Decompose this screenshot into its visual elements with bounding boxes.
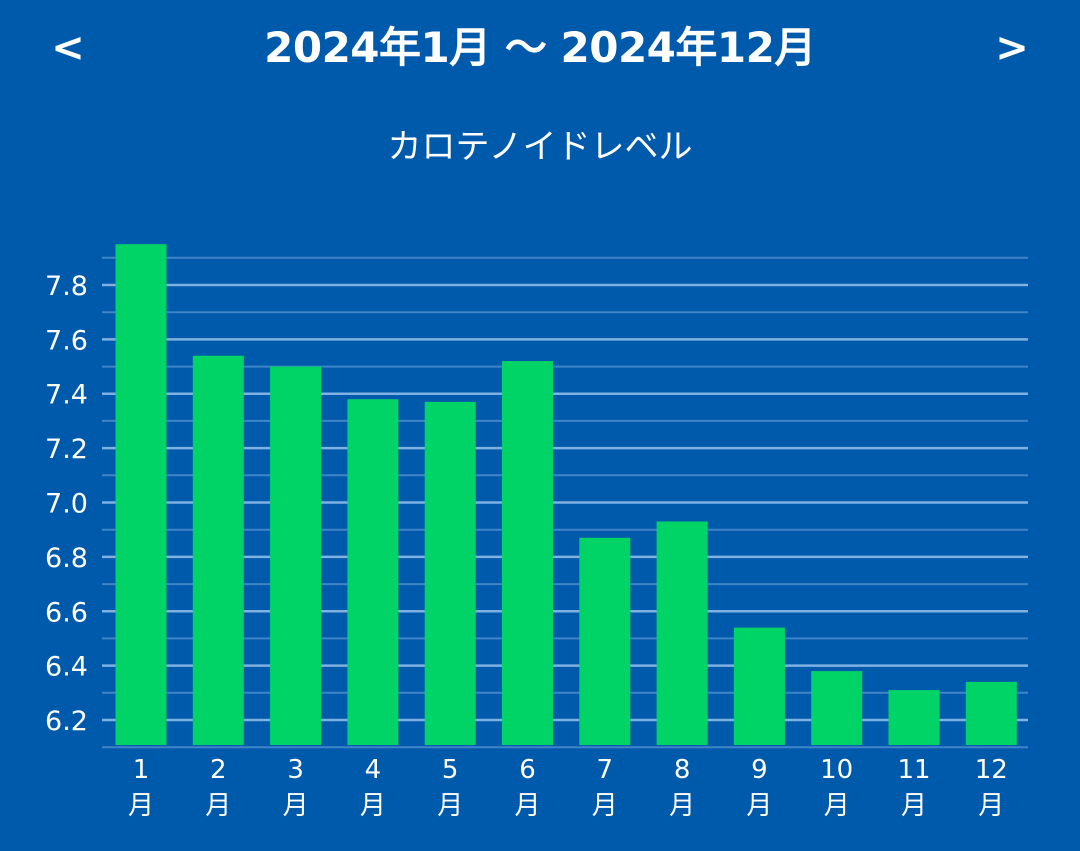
x-tick-label: 9	[751, 755, 768, 785]
x-tick-label: 5	[442, 755, 459, 785]
x-tick-label: 月	[283, 791, 309, 821]
x-tick-label: 月	[592, 791, 618, 821]
x-tick-label: 1	[133, 755, 150, 785]
x-tick-label: 10	[820, 755, 853, 785]
x-tick-label: 月	[128, 791, 154, 821]
y-tick-label: 6.4	[45, 652, 88, 683]
header: < 2024年1月 〜 2024年12月 >	[0, 0, 1080, 100]
y-tick-label: 7.4	[45, 380, 88, 411]
chart-title: カロテノイドレベル	[387, 127, 693, 167]
previous-period-button[interactable]: <	[38, 20, 98, 80]
x-tick-label: 4	[365, 755, 382, 785]
bar	[965, 681, 1017, 745]
bar	[192, 355, 244, 745]
x-tick-label: 7	[597, 755, 614, 785]
x-tick-label: 月	[205, 791, 231, 821]
x-tick-label: 月	[437, 791, 463, 821]
bar	[656, 521, 708, 745]
bar	[424, 401, 476, 745]
date-range-title: 2024年1月 〜 2024年12月	[264, 23, 816, 72]
chevron-right-icon: >	[995, 25, 1029, 71]
x-tick-label: 月	[978, 791, 1004, 821]
y-tick-label: 6.2	[45, 706, 88, 737]
bar	[811, 671, 863, 745]
x-tick-label: 3	[287, 755, 304, 785]
x-tick-label: 8	[674, 755, 691, 785]
bar	[502, 361, 553, 745]
x-tick-label: 6	[519, 755, 536, 785]
x-tick-label: 12	[975, 755, 1008, 785]
y-tick-label: 6.6	[45, 597, 88, 628]
y-tick-label: 7.8	[45, 271, 88, 302]
y-tick-label: 7.0	[45, 489, 88, 520]
x-tick-label: 月	[746, 791, 772, 821]
x-tick-label: 11	[897, 755, 930, 785]
bar	[733, 627, 785, 745]
bar	[115, 244, 167, 745]
y-tick-label: 7.6	[45, 325, 88, 356]
x-tick-label: 月	[514, 791, 540, 821]
bar	[270, 366, 322, 745]
x-tick-label: 月	[360, 791, 386, 821]
x-tick-label: 月	[824, 791, 850, 821]
bar	[579, 537, 631, 745]
x-tick-label: 月	[669, 791, 695, 821]
bar	[888, 690, 940, 745]
x-tick-label: 2	[210, 755, 227, 785]
x-tick-label: 月	[901, 791, 927, 821]
bar	[347, 399, 399, 745]
y-tick-label: 7.2	[45, 434, 88, 465]
y-tick-label: 6.8	[45, 543, 88, 574]
next-period-button[interactable]: >	[982, 20, 1042, 80]
chevron-left-icon: <	[51, 25, 85, 71]
